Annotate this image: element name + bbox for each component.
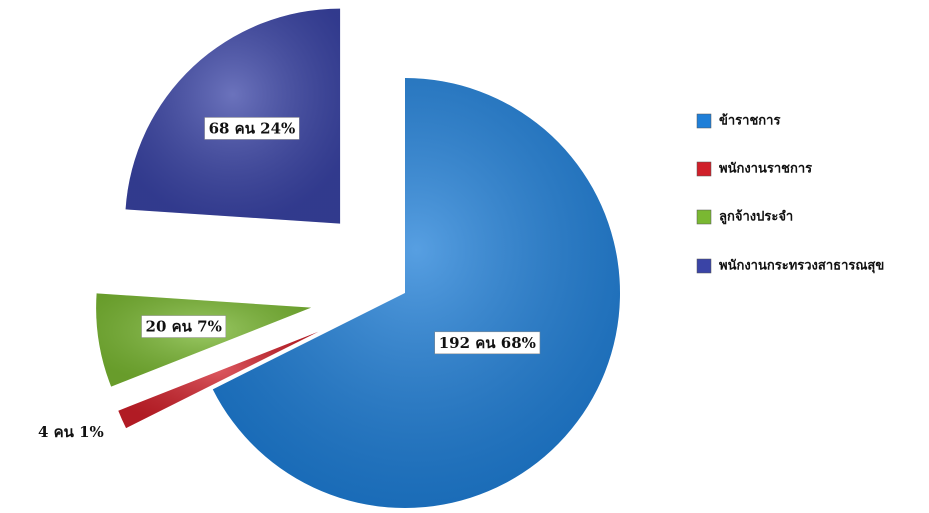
legend-swatch (696, 113, 712, 129)
label-box (434, 331, 541, 355)
legend-label: ลูกจ้างประจำ (719, 209, 793, 225)
label-box (141, 315, 227, 338)
legend-swatch (696, 209, 712, 225)
legend-label: พนักงานกระทรวงสาธารณสุข (719, 259, 884, 274)
data-label: 192 คน 68% (439, 334, 536, 352)
data-label: 4 คน 1% (38, 423, 104, 441)
legend-swatch (696, 258, 712, 274)
slice-shade (118, 331, 319, 429)
slice-shade (212, 78, 620, 509)
legend-label: พนักงานราชการ (719, 162, 812, 177)
slice-shade (125, 8, 341, 224)
legend-swatch (696, 161, 712, 177)
legend-label: ข้าราชการ (719, 113, 780, 129)
data-label: 20 คน 7% (146, 318, 222, 336)
data-label: 68 คน 24% (209, 119, 296, 137)
label-box (204, 117, 300, 140)
